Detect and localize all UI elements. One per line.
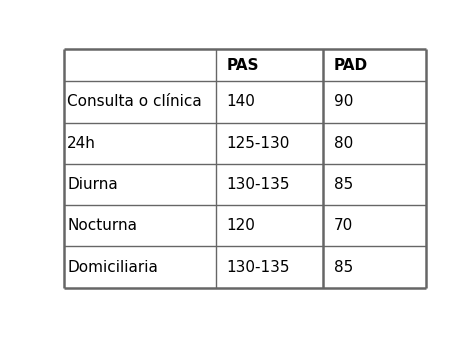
Text: 80: 80 bbox=[334, 136, 353, 151]
Text: 130-135: 130-135 bbox=[227, 260, 290, 275]
Text: Consulta o clínica: Consulta o clínica bbox=[67, 94, 202, 109]
Text: Domiciliaria: Domiciliaria bbox=[67, 260, 158, 275]
Text: PAS: PAS bbox=[227, 58, 259, 73]
Text: 90: 90 bbox=[334, 94, 353, 109]
Text: 85: 85 bbox=[334, 260, 353, 275]
Text: 70: 70 bbox=[334, 219, 353, 233]
Text: 120: 120 bbox=[227, 219, 255, 233]
Text: 85: 85 bbox=[334, 177, 353, 192]
Text: 140: 140 bbox=[227, 94, 255, 109]
Text: 24h: 24h bbox=[67, 136, 96, 151]
Text: 130-135: 130-135 bbox=[227, 177, 290, 192]
Text: Nocturna: Nocturna bbox=[67, 219, 137, 233]
Text: 125-130: 125-130 bbox=[227, 136, 290, 151]
Text: PAD: PAD bbox=[334, 58, 368, 73]
Text: Diurna: Diurna bbox=[67, 177, 118, 192]
